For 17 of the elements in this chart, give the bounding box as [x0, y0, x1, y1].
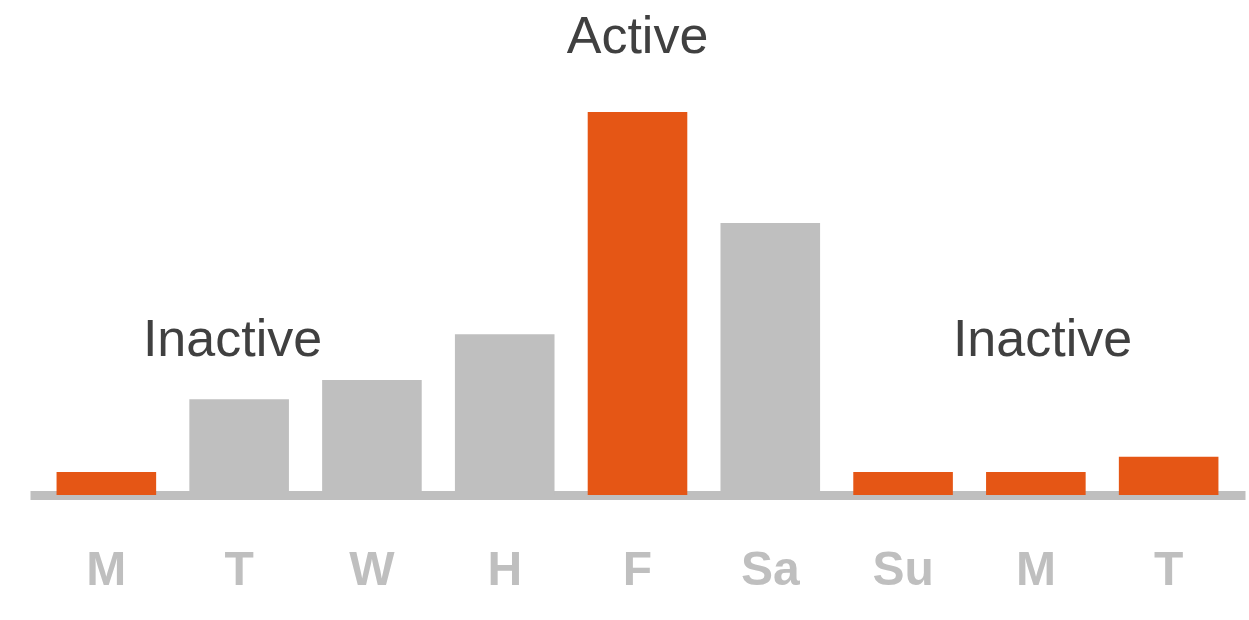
annotation: Inactive [952, 309, 1133, 367]
bar [1118, 456, 1219, 495]
x-tick-label: T [224, 541, 254, 595]
bar [986, 472, 1086, 495]
x-tick-label: M [86, 541, 127, 595]
annotation: Inactive [142, 309, 323, 367]
x-tick-label: T [1153, 541, 1184, 595]
x-tick-label: H [487, 541, 523, 595]
x-tick-label: Su [872, 541, 934, 595]
bar [587, 112, 688, 495]
text: Active [566, 6, 709, 64]
x-tick-label: W [349, 541, 396, 595]
bar [853, 472, 953, 495]
bar [56, 472, 157, 495]
x-tick-label: F [622, 541, 653, 595]
x-tick-label: Sa [740, 541, 800, 595]
x-tick-label: M [1015, 541, 1056, 595]
